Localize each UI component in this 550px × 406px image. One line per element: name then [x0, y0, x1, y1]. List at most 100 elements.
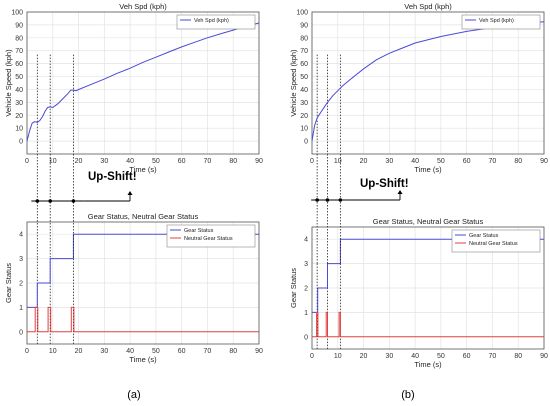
x-axis-label: Time (s) — [414, 360, 442, 369]
y-axis-label: Gear Status — [4, 263, 13, 303]
x-tick-label: 10 — [49, 158, 57, 165]
x-tick-label: 40 — [126, 348, 134, 355]
x-tick-label: 90 — [540, 353, 548, 360]
axes-frame — [311, 226, 545, 350]
y-tick-label: 60 — [300, 61, 308, 68]
x-tick-label: 40 — [411, 353, 419, 360]
y-tick-label: 0 — [304, 139, 308, 146]
x-axis-label: Time (s) — [414, 165, 442, 174]
legend: Veh Spd (kph) — [461, 14, 541, 30]
y-tick-label: 2 — [304, 286, 308, 293]
legend: Gear Status Neutral Gear Status — [166, 224, 256, 248]
x-tick-label: 30 — [100, 348, 108, 355]
chart-title: Gear Status, Neutral Gear Status — [373, 217, 484, 226]
y-axis-label: Vehicle Speed (kph) — [4, 49, 13, 117]
x-tick-label: 40 — [411, 158, 419, 165]
y-tick-label: 90 — [300, 22, 308, 29]
x-tick-label: 80 — [514, 353, 522, 360]
y-tick-label: 20 — [15, 113, 23, 120]
x-tick-label: 90 — [255, 348, 263, 355]
y-tick-label: 0 — [19, 139, 23, 146]
x-tick-label: 20 — [75, 348, 83, 355]
x-tick-label: 60 — [463, 158, 471, 165]
chart-title: Veh Spd (kph) — [404, 2, 452, 11]
x-tick-label: 10 — [334, 158, 342, 165]
legend: Gear Status Neutral Gear Status — [451, 229, 541, 253]
y-tick-label: 50 — [15, 74, 23, 81]
panel-label-a: (a) — [127, 389, 140, 401]
shift-connector — [31, 154, 133, 259]
y-tick-label: 70 — [15, 48, 23, 55]
chart-title: Veh Spd (kph) — [119, 2, 167, 11]
x-tick-label: 0 — [310, 353, 314, 360]
x-tick-label: 90 — [255, 158, 263, 165]
x-tick-label: 60 — [178, 158, 186, 165]
legend-entry: Veh Spd (kph) — [194, 18, 229, 24]
x-tick-label: 20 — [75, 158, 83, 165]
shift-arrow-head — [397, 190, 403, 194]
axes-frame — [26, 11, 260, 155]
y-tick-label: 80 — [300, 35, 308, 42]
shift-arrow-head — [127, 191, 133, 195]
series-line-2 — [312, 311, 544, 338]
x-tick-label: 70 — [204, 158, 212, 165]
plot-area — [27, 12, 259, 154]
y-tick-label: 0 — [304, 334, 308, 341]
x-tick-label: 20 — [360, 353, 368, 360]
x-tick-label: 60 — [463, 353, 471, 360]
x-tick-label: 20 — [360, 158, 368, 165]
x-tick-label: 80 — [514, 158, 522, 165]
chart-1: 0 10 20 30 40 50 60 70 80 90 0 10 20 30 40 50 60 70 80 90 10… — [4, 2, 263, 174]
y-tick-label: 60 — [15, 61, 23, 68]
x-tick-label: 80 — [229, 348, 237, 355]
series-line-1 — [312, 238, 544, 313]
y-tick-label: 100 — [11, 10, 23, 17]
chart-3: 0 10 20 30 40 50 60 70 80 90 0 10 20 30 40 50 60 70 80 90 10… — [289, 2, 548, 174]
legend-entry: Veh Spd (kph) — [479, 18, 514, 24]
x-tick-label: 40 — [126, 158, 134, 165]
y-tick-label: 10 — [15, 126, 23, 133]
x-tick-label: 50 — [152, 158, 160, 165]
x-tick-label: 50 — [437, 353, 445, 360]
axes-frame — [26, 221, 260, 345]
x-axis-label: Time (s) — [129, 165, 157, 174]
up-shift-label-b: Up-Shift! — [360, 178, 409, 190]
series-line-2 — [27, 306, 259, 333]
y-tick-label: 10 — [300, 126, 308, 133]
x-tick-label: 30 — [385, 158, 393, 165]
y-axis-label: Vehicle Speed (kph) — [289, 49, 298, 117]
x-tick-label: 10 — [49, 348, 57, 355]
y-tick-label: 30 — [300, 100, 308, 107]
x-tick-label: 70 — [489, 158, 497, 165]
x-tick-label: 70 — [204, 348, 212, 355]
y-tick-label: 2 — [19, 281, 23, 288]
y-tick-label: 40 — [15, 87, 23, 94]
chart-4: 0 10 20 30 40 50 60 70 80 90 0 1 2 3 4 Gear Status, Neu… — [289, 217, 548, 369]
y-tick-label: 0 — [19, 329, 23, 336]
y-tick-label: 80 — [15, 35, 23, 42]
x-tick-label: 60 — [178, 348, 186, 355]
legend-entry: Neutral Gear Status — [184, 236, 233, 242]
x-tick-label: 70 — [489, 353, 497, 360]
shift-connector — [311, 154, 403, 264]
x-tick-label: 0 — [310, 158, 314, 165]
x-tick-label: 0 — [25, 348, 29, 355]
y-tick-label: 3 — [19, 256, 23, 263]
annotation-right: Up-Shift! — [360, 178, 409, 190]
y-tick-label: 1 — [19, 305, 23, 312]
axes-frame — [311, 11, 545, 155]
y-tick-label: 30 — [15, 100, 23, 107]
annotation-left: Up-Shift! — [88, 171, 137, 183]
legend: Veh Spd (kph) — [176, 14, 256, 30]
y-tick-label: 90 — [15, 22, 23, 29]
y-tick-label: 4 — [19, 232, 23, 239]
legend-entry: Gear Status — [469, 233, 499, 239]
series-line-1 — [311, 21, 545, 142]
panel-label-b: (b) — [401, 389, 414, 401]
y-tick-label: 50 — [300, 74, 308, 81]
y-tick-label: 70 — [300, 48, 308, 55]
legend-box — [461, 14, 541, 30]
y-tick-label: 100 — [296, 10, 308, 17]
legend-entry: Gear Status — [184, 228, 214, 234]
chart-title: Gear Status, Neutral Gear Status — [88, 212, 199, 221]
